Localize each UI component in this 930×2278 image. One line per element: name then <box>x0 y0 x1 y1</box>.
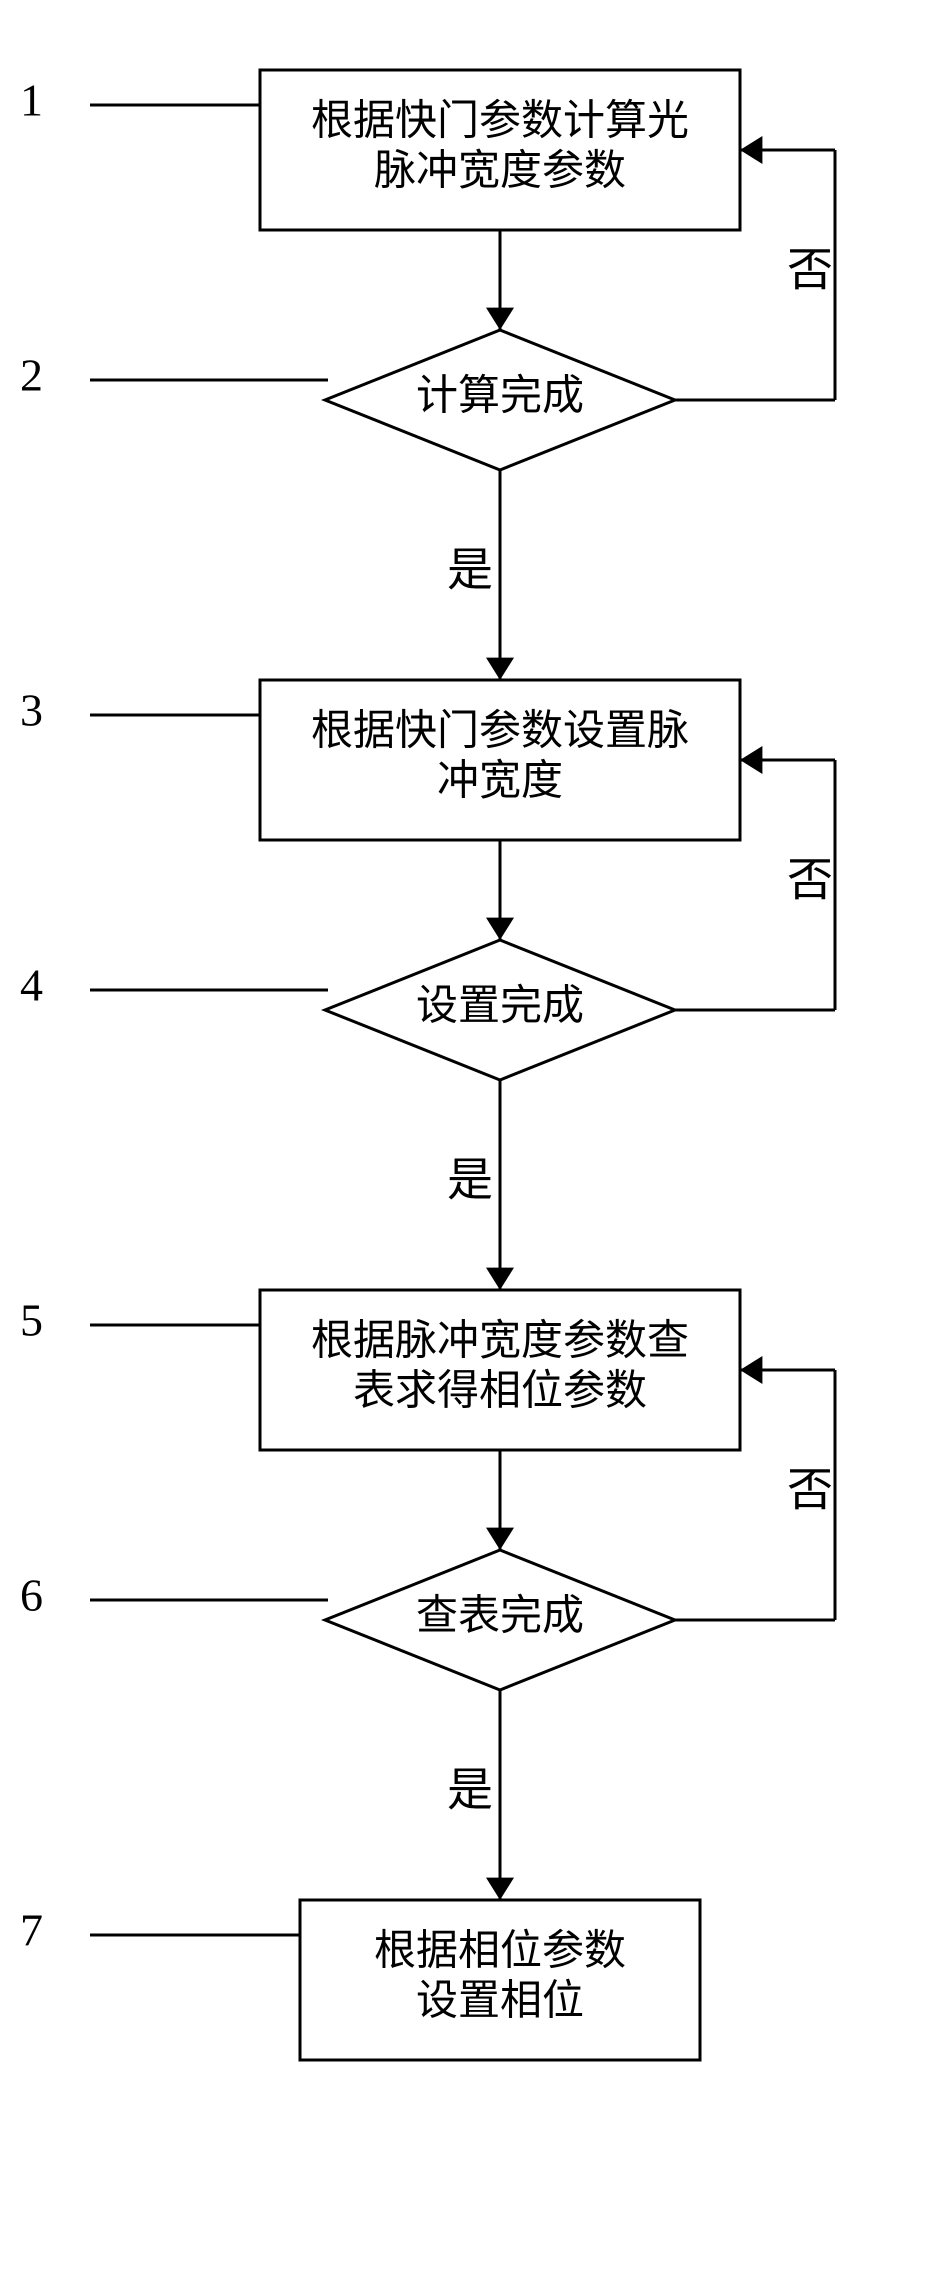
n5-text-line-1: 表求得相位参数 <box>353 1368 647 1415</box>
n5-text-line-0: 根据脉冲宽度参数查 <box>311 1318 689 1365</box>
n3-text-line-1: 冲宽度 <box>437 758 563 805</box>
n3-text-line-0: 根据快门参数设置脉 <box>311 708 689 755</box>
n7-number: 7 <box>20 1905 43 1956</box>
n7-text-line-0: 根据相位参数 <box>374 1928 626 1975</box>
n2-number: 2 <box>20 350 43 401</box>
no-label-6: 否 <box>787 245 833 296</box>
no-label-7: 否 <box>787 855 833 906</box>
n7-text-line-1: 设置相位 <box>416 1978 584 2025</box>
n4-number: 4 <box>20 960 43 1011</box>
n1-text-line-0: 根据快门参数计算光 <box>311 98 689 145</box>
yes-label-3: 是 <box>447 1155 493 1206</box>
yes-label-1: 是 <box>447 545 493 596</box>
n1-text-line-1: 脉冲宽度参数 <box>374 148 626 195</box>
yes-label-5: 是 <box>447 1765 493 1816</box>
n3-number: 3 <box>20 685 43 736</box>
n4-text: 设置完成 <box>416 983 584 1030</box>
n1-number: 1 <box>20 75 43 126</box>
no-label-8: 否 <box>787 1465 833 1516</box>
n6-text: 查表完成 <box>416 1593 584 1640</box>
n5-number: 5 <box>20 1295 43 1346</box>
n2-text: 计算完成 <box>416 373 584 420</box>
n6-number: 6 <box>20 1570 43 1621</box>
